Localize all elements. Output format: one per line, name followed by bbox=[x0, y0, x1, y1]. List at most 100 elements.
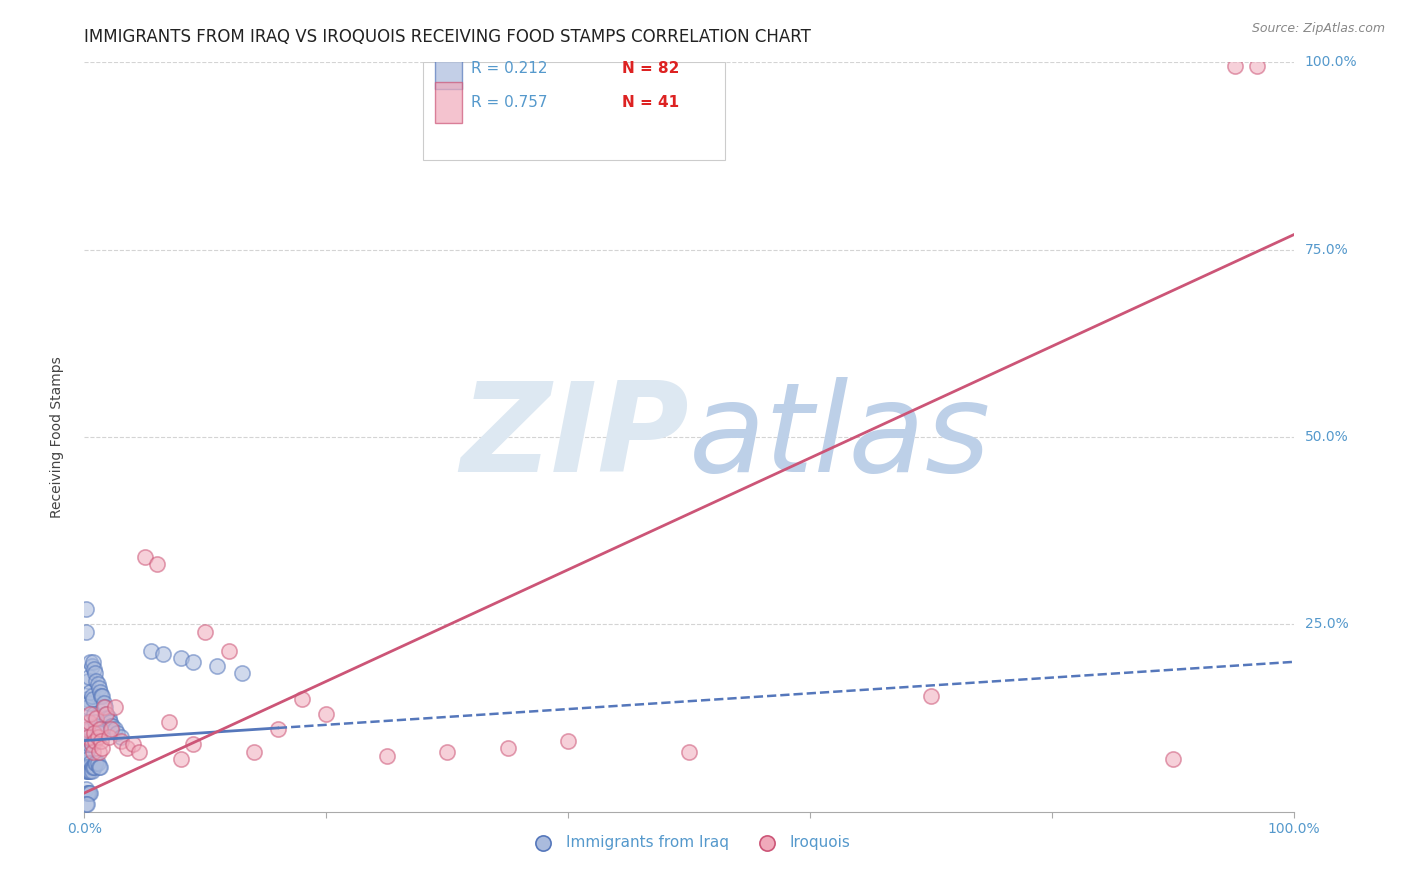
Point bbox=[91, 689, 114, 703]
Point bbox=[76, 760, 98, 774]
Point bbox=[79, 764, 101, 778]
FancyBboxPatch shape bbox=[434, 47, 461, 88]
Point bbox=[75, 737, 97, 751]
Point bbox=[181, 655, 204, 669]
Text: N = 41: N = 41 bbox=[623, 95, 679, 110]
Point bbox=[76, 723, 98, 737]
Point bbox=[1225, 59, 1247, 73]
Point bbox=[83, 707, 105, 722]
Point bbox=[291, 692, 314, 706]
Point bbox=[89, 723, 111, 737]
Point bbox=[77, 714, 100, 729]
FancyBboxPatch shape bbox=[434, 82, 461, 123]
Point bbox=[231, 666, 253, 681]
Point bbox=[121, 737, 143, 751]
Point bbox=[83, 760, 105, 774]
Point bbox=[82, 760, 104, 774]
Point bbox=[83, 662, 105, 676]
Point bbox=[104, 723, 127, 737]
Point bbox=[75, 797, 97, 812]
Point bbox=[115, 741, 138, 756]
Point bbox=[218, 643, 240, 657]
Point bbox=[94, 707, 117, 722]
Point bbox=[242, 745, 264, 759]
Point bbox=[86, 711, 108, 725]
Point bbox=[77, 760, 100, 774]
Point bbox=[77, 699, 100, 714]
Point bbox=[82, 655, 104, 669]
Point bbox=[77, 786, 100, 800]
Point bbox=[76, 745, 98, 759]
Text: Source: ZipAtlas.com: Source: ZipAtlas.com bbox=[1251, 22, 1385, 36]
Point bbox=[1246, 59, 1268, 73]
Point bbox=[75, 760, 97, 774]
Point bbox=[82, 692, 104, 706]
Y-axis label: Receiving Food Stamps: Receiving Food Stamps bbox=[49, 356, 63, 518]
Point bbox=[170, 651, 193, 665]
Point bbox=[75, 782, 97, 797]
Point bbox=[87, 760, 110, 774]
Point bbox=[79, 707, 101, 722]
Point bbox=[87, 681, 110, 695]
Point bbox=[77, 737, 100, 751]
Point bbox=[93, 696, 115, 710]
FancyBboxPatch shape bbox=[423, 62, 725, 160]
Text: ZIP: ZIP bbox=[460, 376, 689, 498]
Text: R = 0.757: R = 0.757 bbox=[471, 95, 548, 110]
Point bbox=[93, 699, 115, 714]
Point bbox=[80, 689, 103, 703]
Point bbox=[76, 797, 98, 812]
Point bbox=[139, 643, 162, 657]
Point bbox=[86, 730, 108, 744]
Point bbox=[157, 714, 180, 729]
Point bbox=[80, 764, 103, 778]
Point bbox=[82, 733, 104, 747]
Point bbox=[100, 718, 122, 732]
Point bbox=[86, 718, 108, 732]
Point bbox=[75, 741, 97, 756]
Point bbox=[170, 752, 193, 766]
Text: N = 82: N = 82 bbox=[623, 61, 681, 76]
Point bbox=[557, 733, 579, 747]
Point bbox=[134, 549, 156, 564]
Text: atlas: atlas bbox=[689, 376, 991, 498]
Point bbox=[1161, 752, 1184, 766]
Point bbox=[76, 692, 98, 706]
Point bbox=[79, 655, 101, 669]
Point bbox=[77, 786, 100, 800]
Point bbox=[94, 707, 117, 722]
Text: 100.0%: 100.0% bbox=[1305, 55, 1357, 70]
Point bbox=[77, 673, 100, 688]
Point bbox=[86, 756, 108, 770]
Point bbox=[105, 726, 128, 740]
Point bbox=[77, 696, 100, 710]
Point bbox=[100, 723, 122, 737]
Text: R = 0.212: R = 0.212 bbox=[471, 61, 548, 76]
Point bbox=[104, 699, 127, 714]
Point bbox=[84, 714, 107, 729]
Point bbox=[920, 689, 942, 703]
Point bbox=[91, 741, 114, 756]
Point bbox=[146, 558, 169, 572]
Point bbox=[110, 733, 132, 747]
Point bbox=[75, 602, 97, 616]
Legend: Immigrants from Iraq, Iroquois: Immigrants from Iraq, Iroquois bbox=[522, 830, 856, 856]
Point bbox=[84, 756, 107, 770]
Point bbox=[75, 764, 97, 778]
Point bbox=[96, 711, 118, 725]
Point bbox=[76, 786, 98, 800]
Point bbox=[678, 745, 700, 759]
Point bbox=[89, 685, 111, 699]
Point bbox=[77, 764, 100, 778]
Point bbox=[86, 756, 108, 770]
Point bbox=[77, 730, 100, 744]
Point bbox=[86, 726, 108, 740]
Text: IMMIGRANTS FROM IRAQ VS IROQUOIS RECEIVING FOOD STAMPS CORRELATION CHART: IMMIGRANTS FROM IRAQ VS IROQUOIS RECEIVI… bbox=[84, 28, 811, 45]
Point bbox=[77, 670, 100, 684]
Point bbox=[76, 714, 98, 729]
Point bbox=[98, 714, 121, 729]
Point bbox=[79, 756, 101, 770]
Point bbox=[80, 737, 103, 751]
Point bbox=[77, 730, 100, 744]
Point bbox=[80, 760, 103, 774]
